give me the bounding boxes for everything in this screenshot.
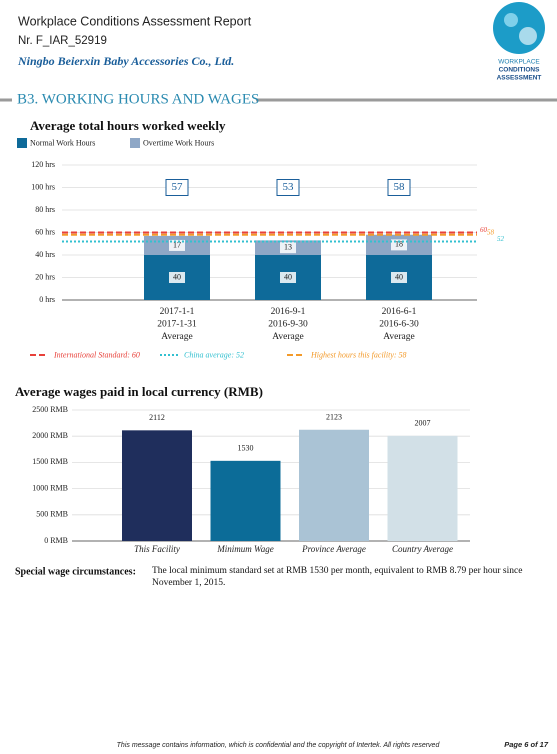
x-tick-label: 2016-9-1 [271,307,306,317]
x-tick-label: 2017-1-1 [160,307,195,317]
bar [387,435,458,541]
section-title: B3. WORKING HOURS AND WAGES [17,91,259,107]
value-box [280,242,296,254]
total-label: 57 [172,181,184,193]
y-tick-label: 2000 RMB [32,431,68,440]
legend-label: Normal Work Hours [30,138,95,147]
footer-page: Page 6 of 17 [504,740,549,749]
y-tick-label: 40 hrs [35,250,55,259]
x-tick-label: Country Average [392,544,453,554]
x-tick-label: 2017-1-31 [157,320,197,330]
logo-dot [519,27,537,45]
y-tick-label: 80 hrs [35,205,55,214]
value-label: 1530 [238,444,254,453]
x-tick-label: Average [272,332,303,342]
legend-swatch [130,138,140,148]
special-label: Special wage circumstances: [15,566,136,577]
legend-label: China average: 52 [184,350,244,359]
total-label: 58 [394,181,406,193]
reference-value: 60 [480,226,488,234]
value-box [169,239,185,251]
y-tick-label: 2500 RMB [32,405,68,414]
value-label: 13 [284,243,292,252]
footer-notice: This message contains information, which… [117,742,441,749]
y-tick-label: 60 hrs [35,227,55,236]
y-tick-label: 1000 RMB [32,483,68,492]
value-label: 18 [395,240,403,249]
report-number: Nr. F_IAR_52919 [18,35,107,47]
y-tick-label: 100 hrs [31,182,55,191]
legend-label: Highest hours this facility: 58 [310,350,407,359]
bar [122,430,192,541]
value-label: 40 [395,272,403,281]
logo-text: CONDITIONS [499,67,540,74]
x-tick-label: 2016-6-1 [382,307,417,317]
value-label: 2112 [149,413,165,422]
total-label: 53 [283,181,295,193]
value-label: 40 [284,272,292,281]
x-tick-label: Province Average [301,544,366,554]
reference-value: 58 [487,228,495,236]
bar [299,429,369,541]
x-tick-label: Minimum Wage [216,544,273,554]
value-label: 40 [173,272,181,281]
x-tick-label: Average [161,332,192,342]
total-box [387,179,411,196]
value-box [391,272,407,283]
y-tick-label: 0 hrs [39,295,55,304]
y-tick-label: 1500 RMB [32,457,68,466]
total-box [165,179,189,196]
chart-title: Average total hours worked weekly [30,118,226,133]
legend-label: Overtime Work Hours [143,138,214,147]
logo: WORKPLACE CONDITIONS ASSESSMENT [493,2,545,82]
chart-title: Average wages paid in local currency (RM… [15,384,263,399]
x-tick-label: 2016-9-30 [268,320,308,330]
legend-label: International Standard: 60 [53,350,140,359]
report-title: Workplace Conditions Assessment Report [18,14,252,28]
logo-dot [504,13,518,27]
value-label: 17 [173,240,181,249]
y-tick-label: 0 RMB [44,536,68,545]
value-label: 2123 [326,413,342,422]
total-box [276,179,300,196]
y-tick-label: 20 hrs [35,272,55,281]
value-box [280,272,296,283]
logo-text: WORKPLACE [498,59,540,66]
bar [210,460,281,541]
special-text: The local minimum standard set at RMB 15… [152,566,523,588]
value-box [391,239,407,251]
value-box [169,272,185,283]
company-name: Ningbo Beierxin Baby Accessories Co., Lt… [17,54,234,68]
x-tick-label: 2016-6-30 [379,320,419,330]
logo-circle [493,2,545,54]
reference-value: 52 [497,235,505,243]
logo-text: ASSESSMENT [497,75,542,82]
legend-swatch [17,138,27,148]
x-tick-label: Average [383,332,414,342]
y-tick-label: 120 hrs [31,160,55,169]
value-label: 2007 [415,419,431,428]
x-tick-label: This Facility [134,544,180,554]
y-tick-label: 500 RMB [36,510,68,519]
